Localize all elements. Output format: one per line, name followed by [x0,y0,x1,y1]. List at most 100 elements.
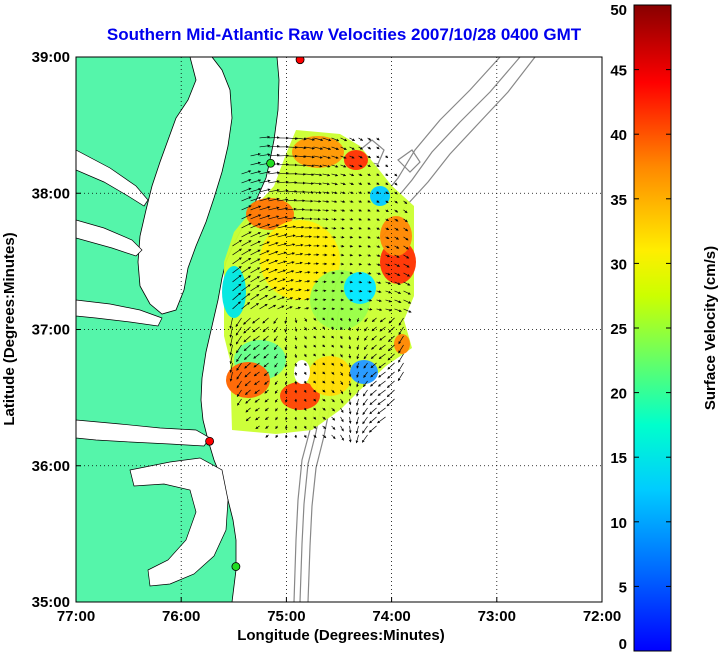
colorbar-tick-label: 40 [610,127,627,144]
velocity-arrow [294,407,298,412]
velocity-arrow [356,398,359,407]
velocity-arrow [385,254,391,258]
velocity-arrow [340,389,344,395]
velocity-arrow [403,263,410,268]
velocity-arrow [245,407,251,413]
velocity-arrow [259,259,270,265]
velocity-arrow [322,425,327,429]
velocity-arrow [295,146,307,150]
velocity-arrow [253,353,260,359]
velocity-arrow [339,335,343,340]
velocity-arrow [268,171,280,175]
velocity-arrow [403,281,411,286]
velocity-arrow [385,236,390,240]
velocity-arrows [229,135,412,444]
velocity-arrow [313,416,317,420]
velocity-arrow [263,362,269,368]
velocity-arrow [348,416,352,424]
y-axis-ticks: 39:00 38:00 37:00 36:00 35:00 [32,49,81,611]
velocity-arrow [367,253,372,257]
velocity-arrow [241,187,252,193]
velocity-arrow [245,389,251,395]
velocity-arrow [348,353,352,359]
velocity-arrow [339,317,343,322]
velocity-arrow [259,241,270,247]
velocity-arrow [313,344,317,348]
velocity-arrow [277,269,287,274]
velocity-field [222,130,416,444]
velocity-arrow [284,389,288,394]
velocity-arrow [235,326,242,336]
velocity-arrow [376,254,381,257]
velocity-arrow [394,218,399,222]
velocity-arrow [277,189,289,193]
velocity-arrow [268,259,278,265]
velocity-arrow [273,335,278,342]
velocity-arrow [367,262,372,266]
velocity-arrow [322,173,331,177]
velocity-arrow [232,292,242,301]
velocity-arrow [277,216,288,220]
velocity-arrow [331,155,339,159]
velocity-arrow [304,289,310,292]
velocity-arrow [348,362,352,368]
velocity-arrow [356,389,359,397]
velocity-arrow [235,335,242,345]
velocity-arrow [340,407,344,413]
velocity-arrow [358,173,363,176]
y-tick-label: 38:00 [32,185,70,202]
velocity-arrow [303,353,307,358]
velocity-arrow [259,144,271,148]
velocity-arrow [313,280,319,284]
velocity-arrow [394,263,400,267]
velocity-arrow [397,371,404,382]
velocity-arrow [367,307,373,311]
velocity-arrow [403,227,409,232]
velocity-arrow [304,307,310,310]
velocity-arrow [313,173,323,177]
velocity-arrow [268,233,279,238]
velocity-arrow [295,261,303,265]
velocity-arrow [268,286,277,292]
velocity-arrow [331,416,336,421]
velocity-arrow [398,335,404,345]
field-patch-yellow-south [308,356,352,396]
velocity-arrow [277,233,288,238]
velocity-arrow [348,335,352,341]
velocity-arrow [379,326,386,332]
velocity-arrow [403,299,412,304]
velocity-arrow [369,416,377,424]
velocity-arrow [322,137,332,142]
velocity-arrow [268,304,277,310]
velocity-arrow [340,164,347,168]
velocity-arrow [286,279,294,283]
velocity-arrow [294,335,298,341]
velocity-arrow [398,326,404,335]
velocity-arrow [348,398,352,406]
y-tick-label: 36:00 [32,458,70,475]
velocity-arrow [367,217,371,221]
velocity-arrow [377,398,386,405]
velocity-arrow [250,240,261,247]
field-patch-cyan-west [222,266,246,318]
velocity-arrow [295,243,304,247]
velocity-arrow [403,218,408,223]
velocity-arrow [274,344,278,351]
velocity-arrow [322,416,326,420]
velocity-arrow [243,344,251,352]
velocity-arrow [322,371,326,375]
velocity-arrow [331,182,338,186]
velocity-arrow [250,232,261,238]
y-tick-label: 39:00 [32,49,70,66]
velocity-arrow [275,434,279,439]
velocity-arrow [367,155,372,159]
velocity-arrow [313,425,317,429]
velocity-arrow [259,303,268,310]
velocity-arrow [371,317,377,322]
velocity-arrow [235,317,242,327]
velocity-arrow [379,335,386,341]
velocity-arrow [286,261,295,265]
velocity-arrow [349,253,353,257]
velocity-arrow [303,416,307,420]
